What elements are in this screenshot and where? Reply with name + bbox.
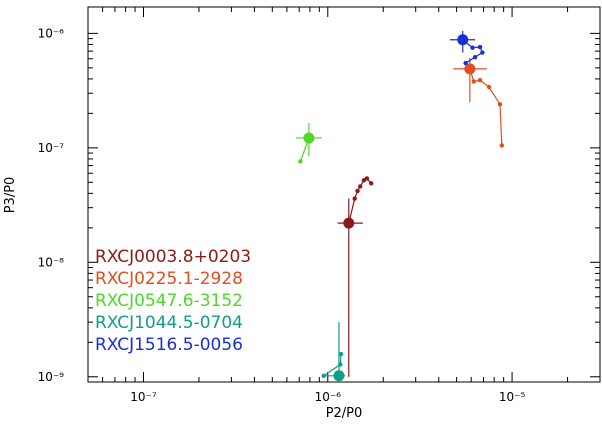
- track-point: [480, 50, 485, 55]
- track-point: [358, 184, 363, 189]
- x-tick-label: 10⁻⁷: [130, 390, 157, 404]
- y-tick-label: 10⁻⁷: [38, 141, 65, 155]
- track-point: [471, 79, 477, 84]
- track-point: [472, 54, 478, 60]
- y-axis-label: P3/P0: [3, 177, 18, 214]
- legend-entry: RXCJ0225.1-2928: [95, 269, 243, 289]
- series-layer: [295, 30, 505, 382]
- x-tick-label: 10⁻⁶: [315, 390, 342, 404]
- track-point: [364, 176, 370, 181]
- series-0: [337, 176, 374, 377]
- track-point: [355, 188, 360, 194]
- series-2: [295, 122, 322, 164]
- track-line: [321, 353, 342, 377]
- main-point: [457, 34, 469, 46]
- legend-entry: RXCJ1516.5-0056: [95, 335, 243, 355]
- main-point: [464, 63, 476, 75]
- track-point: [352, 196, 357, 201]
- track-point: [368, 181, 374, 186]
- track-point: [463, 60, 468, 66]
- y-tick-label: 10⁻⁹: [38, 370, 65, 384]
- main-point: [333, 370, 345, 382]
- track-point: [486, 84, 492, 90]
- track-point: [338, 362, 343, 367]
- track-point: [321, 373, 326, 378]
- legend-entry: RXCJ0003.8+0203: [95, 247, 251, 267]
- series-4: [449, 30, 485, 66]
- plot-frame: [87, 6, 601, 383]
- x-tick-label: 10⁻⁵: [499, 390, 526, 404]
- main-point: [343, 217, 355, 229]
- series-3: [321, 322, 345, 382]
- main-point: [303, 132, 315, 144]
- track-point: [497, 102, 503, 107]
- legend: RXCJ0003.8+0203RXCJ0225.1-2928RXCJ0547.6…: [95, 247, 251, 355]
- y-tick-label: 10⁻⁸: [38, 255, 65, 269]
- track-point: [477, 77, 483, 83]
- x-axis-label: P2/P0: [326, 406, 363, 421]
- track-point: [298, 159, 303, 164]
- axis-tick-labels: 10⁻⁷ 10⁻⁶ 10⁻⁵ 10⁻⁹ 10⁻⁸ 10⁻⁷ 10⁻⁶: [38, 26, 526, 404]
- track-point: [338, 351, 344, 357]
- legend-entry: RXCJ0547.6-3152: [95, 291, 243, 311]
- series-1: [453, 57, 505, 148]
- track-point: [470, 45, 475, 50]
- track-point: [499, 143, 505, 148]
- track-point: [477, 44, 483, 50]
- y-tick-label: 10⁻⁶: [38, 26, 65, 40]
- legend-entry: RXCJ1044.5-0704: [95, 313, 243, 333]
- axis-ticks: [87, 7, 600, 383]
